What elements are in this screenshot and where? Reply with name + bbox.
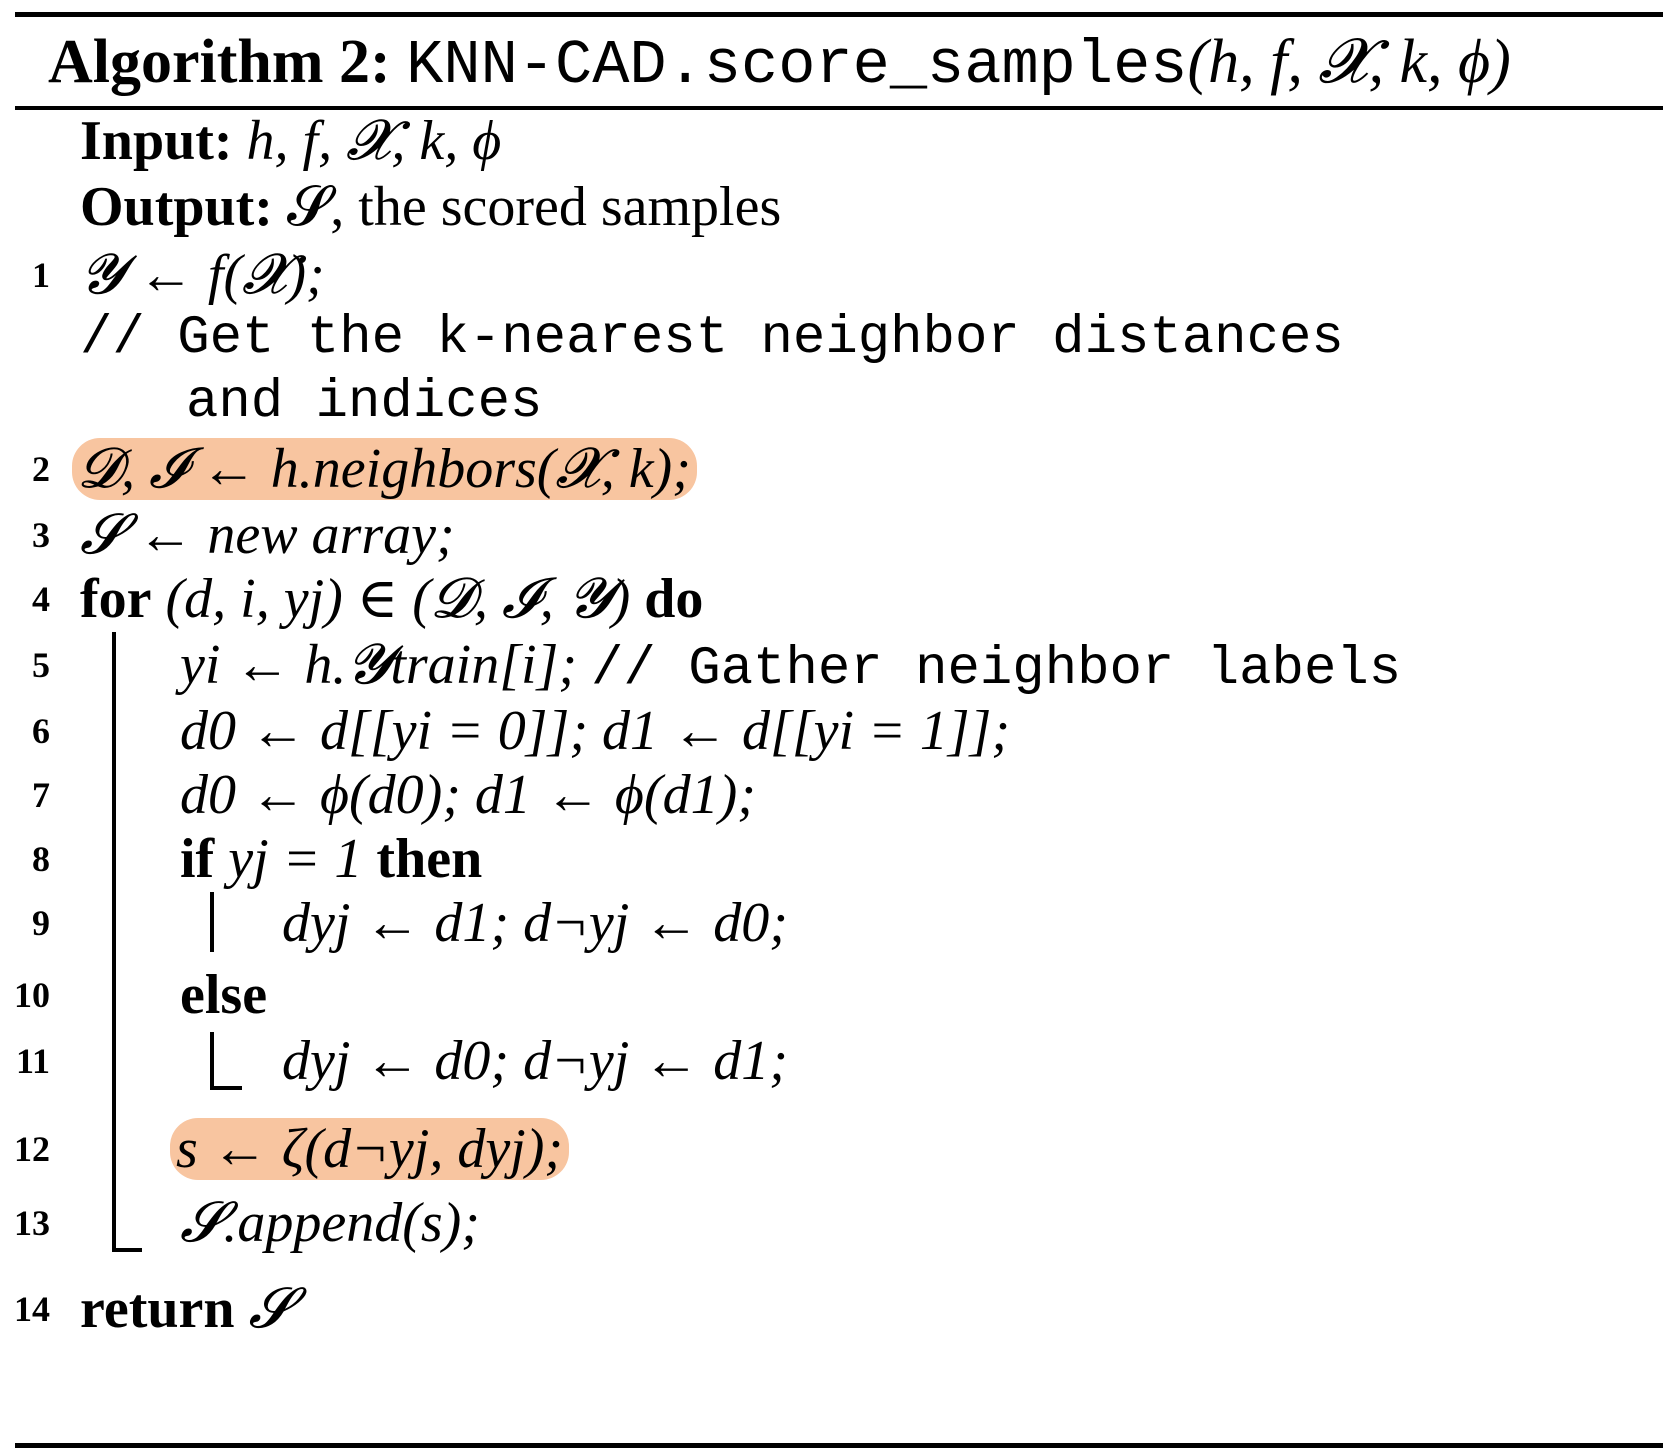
highlight-score: s ← ζ(d¬yj, dyj); <box>170 1118 570 1180</box>
else-body-foot <box>210 1086 242 1090</box>
gather-labels-stmt: yi ← h.𝓨train[i]; <box>180 634 578 696</box>
top-rule <box>15 12 1663 17</box>
header-rule <box>15 106 1663 110</box>
line-number: 14 <box>14 1289 50 1329</box>
line-6: d0 ← d[[yi = 0]]; d1 ← d[[yi = 1]]; <box>180 700 1011 762</box>
if-condition: yj = 1 <box>228 828 363 890</box>
line-4: for (d, i, yj) ∈ (𝓓, 𝓘, 𝓨) do <box>80 566 703 632</box>
line-14: return 𝓢 <box>80 1276 292 1342</box>
line-1: 𝓨 ← f(𝓧); <box>80 244 325 306</box>
line-8: if yj = 1 then <box>180 826 482 892</box>
function-name: KNN-CAD.score_samples <box>406 30 1188 101</box>
function-args: (h, f, 𝓧, k, ϕ) <box>1187 28 1511 96</box>
output-line: Output: 𝓢, the scored samples <box>80 174 781 240</box>
line-5: yi ← h.𝓨train[i]; // Gather neighbor lab… <box>180 632 1401 703</box>
input-label: Input: <box>80 110 233 172</box>
comment-neighbors: // Get the k-nearest neighbor distances <box>80 308 1344 369</box>
line-3: 𝓢 ← new array; <box>80 504 455 566</box>
line-number: 8 <box>32 839 50 879</box>
keyword-if: if <box>180 828 215 890</box>
output-text: 𝓢, the scored samples <box>286 176 782 238</box>
line-9: dyj ← d1; d¬yj ← d0; <box>282 892 788 954</box>
line-number: 10 <box>14 975 50 1015</box>
comment-neighbors-cont: and indices <box>186 372 543 433</box>
keyword-then: then <box>376 828 483 890</box>
line-number: 9 <box>32 903 50 943</box>
line-number: 7 <box>32 775 50 815</box>
if-body-bar <box>210 892 214 952</box>
line-number: 12 <box>14 1129 50 1169</box>
line-11: dyj ← d0; d¬yj ← d1; <box>282 1030 788 1092</box>
line-number: 4 <box>32 579 50 619</box>
output-label: Output: <box>80 176 273 238</box>
keyword-do: do <box>644 568 704 630</box>
keyword-return: return <box>80 1278 235 1340</box>
line-10-else: else <box>180 964 268 1026</box>
for-body-foot <box>112 1248 142 1252</box>
line-number: 2 <box>32 449 50 489</box>
line-number: 1 <box>32 255 50 295</box>
line-number: 13 <box>14 1203 50 1243</box>
return-value: 𝓢 <box>248 1278 292 1340</box>
algorithm-title: Algorithm 2: KNN-CAD.score_samples(h, f,… <box>48 22 1511 106</box>
algorithm-label: Algorithm 2: <box>48 28 391 96</box>
line-number: 3 <box>32 515 50 555</box>
line-number: 5 <box>32 645 50 685</box>
line-number: 6 <box>32 711 50 751</box>
keyword-for: for <box>80 568 152 630</box>
line-12: s ← ζ(d¬yj, dyj); <box>170 1116 570 1182</box>
highlight-neighbors: 𝓓, 𝓘 ← h.neighbors(𝓧, k); <box>72 438 697 500</box>
input-text: h, f, 𝓧, k, ϕ <box>246 110 502 172</box>
line-13: 𝓢.append(s); <box>180 1192 480 1254</box>
line-number: 11 <box>15 1041 50 1081</box>
else-body-bar <box>210 1032 214 1090</box>
for-body-bar <box>112 632 116 1252</box>
line-7: d0 ← ϕ(d0); d1 ← ϕ(d1); <box>180 764 756 826</box>
line-2: 𝓓, 𝓘 ← h.neighbors(𝓧, k); <box>72 436 697 502</box>
bottom-rule <box>15 1443 1663 1448</box>
comment-gather: // Gather neighbor labels <box>591 639 1402 700</box>
input-line: Input: h, f, 𝓧, k, ϕ <box>80 108 501 174</box>
for-expression: (d, i, yj) ∈ (𝓓, 𝓘, 𝓨) <box>165 568 631 630</box>
